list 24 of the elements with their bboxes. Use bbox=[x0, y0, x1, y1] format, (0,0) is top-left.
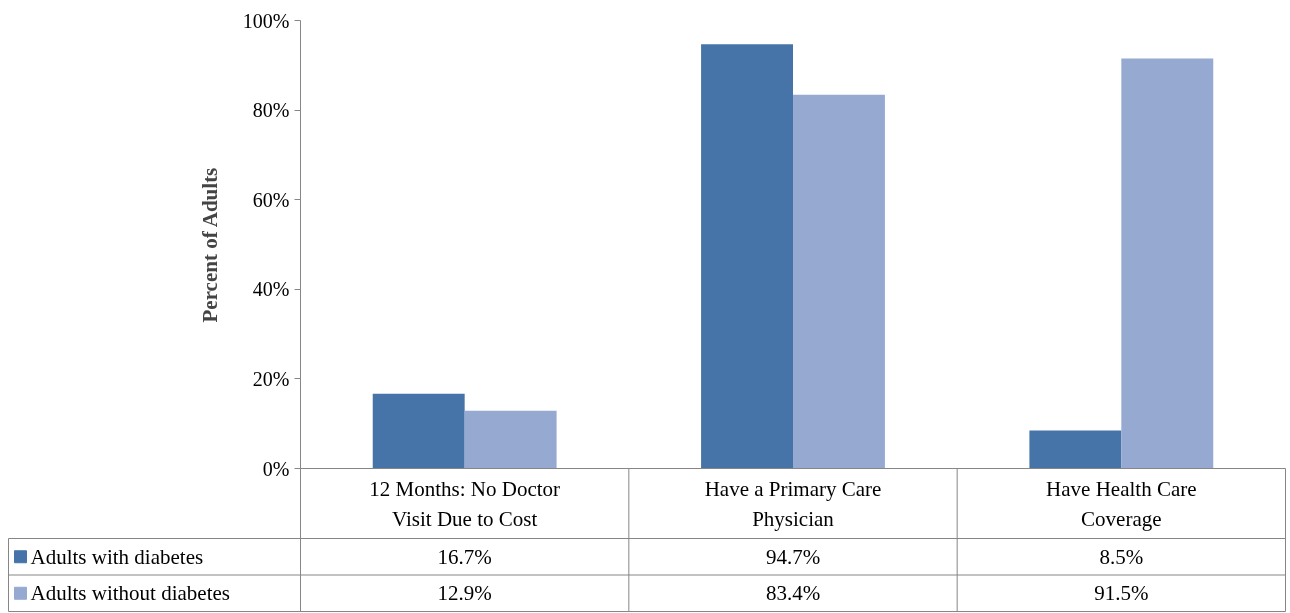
legend-label: Adults with diabetes bbox=[30, 544, 204, 569]
y-tick-label: 100% bbox=[242, 9, 290, 32]
x-tick-label: 12 Months: No Doctor Visit Due to Cost bbox=[369, 476, 561, 531]
y-tick-label: 20% bbox=[252, 367, 290, 390]
bar bbox=[464, 410, 557, 469]
x-tick-label: Have Health Care Coverage bbox=[1046, 476, 1197, 531]
data-label: 94.7% bbox=[765, 544, 821, 569]
legend-label: Adults without diabetes bbox=[30, 581, 230, 606]
y-tick-label: 60% bbox=[252, 188, 290, 211]
bar bbox=[372, 393, 465, 469]
data-label: 91.5% bbox=[1094, 581, 1149, 606]
data-label: 8.5% bbox=[1099, 544, 1144, 569]
x-tick-label: Have a Primary Care Physician bbox=[704, 476, 882, 531]
bar bbox=[1029, 430, 1122, 469]
bar bbox=[701, 44, 793, 469]
bar bbox=[1121, 58, 1214, 469]
y-tick-label: 0% bbox=[262, 457, 290, 480]
y-axis-title: Percent of Adults bbox=[197, 167, 222, 323]
y-tick-label: 80% bbox=[252, 99, 290, 122]
bar bbox=[793, 94, 885, 469]
data-label: 16.7% bbox=[437, 544, 492, 569]
data-label: 12.9% bbox=[437, 581, 492, 606]
y-tick-label: 40% bbox=[252, 278, 290, 301]
data-label: 83.4% bbox=[765, 581, 821, 606]
